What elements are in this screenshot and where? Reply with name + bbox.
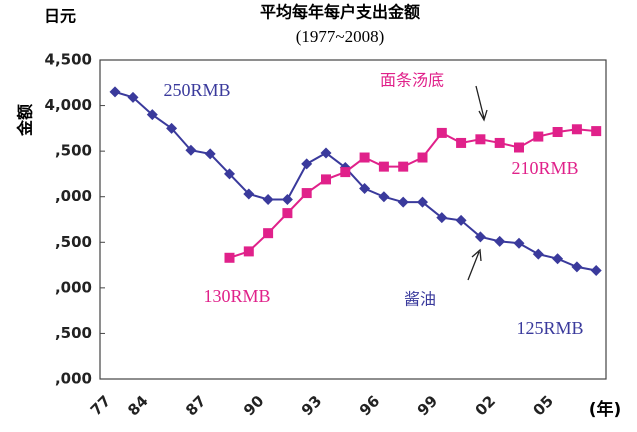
point: [532, 248, 544, 260]
point: [378, 161, 389, 172]
y-tick-label: ,000: [55, 187, 92, 205]
point: [321, 174, 331, 185]
point: [455, 214, 467, 226]
x-tick-label: 90: [240, 392, 267, 419]
y-tick-label: ,000: [55, 278, 92, 296]
point: [127, 91, 139, 103]
point: [109, 86, 121, 98]
point: [533, 131, 544, 142]
point: [571, 261, 583, 273]
point: [204, 148, 216, 160]
chart-subtitle: (1977~2008): [296, 27, 385, 46]
x-tick-label: 96: [356, 392, 383, 419]
annotation: 130RMB: [203, 286, 270, 306]
series-label: 酱油: [404, 290, 436, 309]
point: [552, 253, 564, 265]
y-tick-label: 4,500: [45, 51, 92, 69]
annotation: 210RMB: [511, 158, 578, 178]
point: [281, 193, 293, 205]
x-tick-label: 93: [298, 392, 325, 419]
point: [146, 109, 158, 121]
point: [571, 124, 582, 135]
y-unit: 日元: [44, 7, 76, 26]
point: [513, 237, 525, 249]
point: [359, 152, 370, 163]
annotation: 125RMB: [516, 318, 583, 338]
point: [166, 122, 178, 134]
point: [224, 168, 235, 180]
point: [378, 191, 390, 203]
x-tick-label: 87: [182, 392, 209, 419]
point: [417, 152, 428, 163]
point: [494, 137, 505, 148]
y-tick-label: ,000: [55, 370, 92, 388]
point: [301, 188, 312, 199]
point: [185, 144, 197, 156]
point: [494, 235, 506, 247]
point: [224, 252, 235, 263]
point: [243, 188, 255, 200]
y-tick-label: ,500: [55, 324, 92, 342]
point: [243, 246, 254, 257]
x-unit: (年): [589, 399, 622, 420]
chart-title: 平均每年每户支出金额: [260, 3, 420, 22]
point: [397, 196, 409, 208]
arrow: [475, 85, 488, 122]
annotation: 250RMB: [163, 80, 230, 100]
point: [282, 208, 293, 219]
y-tick-label: ,500: [55, 233, 92, 251]
point: [301, 158, 313, 170]
point: [436, 212, 448, 224]
point: [340, 167, 351, 178]
x-tick-label: 84: [124, 392, 151, 419]
point: [398, 161, 409, 172]
point: [436, 127, 447, 138]
series-line: [114, 90, 597, 272]
point: [552, 127, 563, 138]
x-tick-label: 99: [414, 392, 441, 419]
arrow: [467, 248, 482, 281]
point: [456, 137, 467, 148]
point: [417, 196, 428, 208]
arrows: [467, 85, 488, 281]
point: [320, 147, 332, 159]
x-tick-label: 05: [530, 392, 557, 419]
series-label: 面条汤底: [380, 71, 444, 90]
point: [591, 126, 602, 137]
point: [359, 183, 371, 195]
y-tick-label: ,500: [55, 142, 92, 160]
y-axis-label: 金额: [16, 104, 35, 137]
point: [263, 228, 274, 239]
point: [475, 134, 486, 145]
point: [590, 265, 602, 277]
point: [514, 142, 524, 153]
point: [262, 193, 274, 205]
x-tick-label: 02: [472, 392, 499, 419]
series-line: [229, 128, 597, 259]
y-tick-label: 4,000: [45, 96, 92, 114]
x-tick-label: 77: [87, 392, 114, 419]
point: [474, 231, 486, 243]
plot-frame: [99, 59, 607, 380]
